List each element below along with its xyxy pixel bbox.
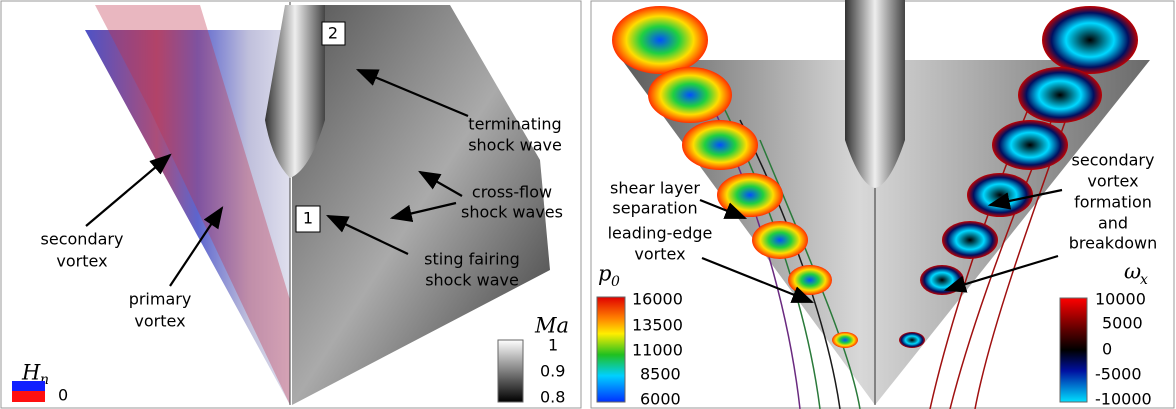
annotation: breakdown [1069,234,1157,253]
figure: 2 1 terminating shock wave cross-flow sh… [0,0,1176,409]
annotation: shock waves [461,203,563,222]
colorbar-label: 0.9 [540,362,565,381]
annotation: leading-edge [608,224,713,243]
colorbar-label: 5000 [1102,314,1143,333]
colorbar-label: 1 [548,336,558,355]
annotation: vortex [634,245,685,264]
colorbar-label: 6000 [640,390,681,409]
annotation: cross-flow [472,183,552,202]
colorbar-label: 10000 [1095,290,1146,309]
colorbar-label: -5000 [1095,365,1142,384]
annotation: and [1098,214,1128,233]
colorbar-title-subscript: 0 [611,274,620,290]
colorbar-title: Ma [534,314,569,338]
colorbar-swatch [12,381,45,391]
annotation: sting fairing [424,250,520,269]
colorbar-label: -10000 [1095,390,1152,409]
annotation: shock wave [425,271,519,290]
annotation: secondary [41,230,124,249]
colorbar-title: p [598,262,611,286]
colorbar-title: ω [1124,260,1141,284]
colorbar-label: 16000 [632,290,683,309]
colorbar [597,297,625,402]
colorbar-label: 0.8 [540,388,565,407]
colorbar-label: 0 [1102,340,1112,359]
colorbar-swatch [12,391,45,402]
colorbar-title-subscript: x [1140,272,1148,288]
annotation: secondary [1072,151,1155,170]
annotation: primary [129,290,192,309]
annotation: vortex [56,252,107,271]
annotation: formation [1074,193,1152,212]
marker: 2 [328,24,338,43]
colorbar [498,340,523,402]
annotation: terminating [468,115,561,134]
annotation: vortex [134,312,185,331]
colorbar-label: 11000 [632,341,683,360]
annotation: shear layer [610,179,700,198]
colorbar-label: 8500 [640,365,681,384]
sting-fairing [845,0,905,188]
colorbar-label: 0 [58,386,68,405]
colorbar-title: H [21,361,41,385]
colorbar-label: 13500 [632,316,683,335]
right-panel: shear layer separation leading-edge vort… [591,0,1174,409]
left-panel: 2 1 terminating shock wave cross-flow sh… [1,1,581,408]
marker: 1 [303,209,313,228]
annotation: separation [612,199,697,218]
annotation: shock wave [468,136,562,155]
colorbar [1060,298,1087,402]
annotation: vortex [1087,172,1138,191]
